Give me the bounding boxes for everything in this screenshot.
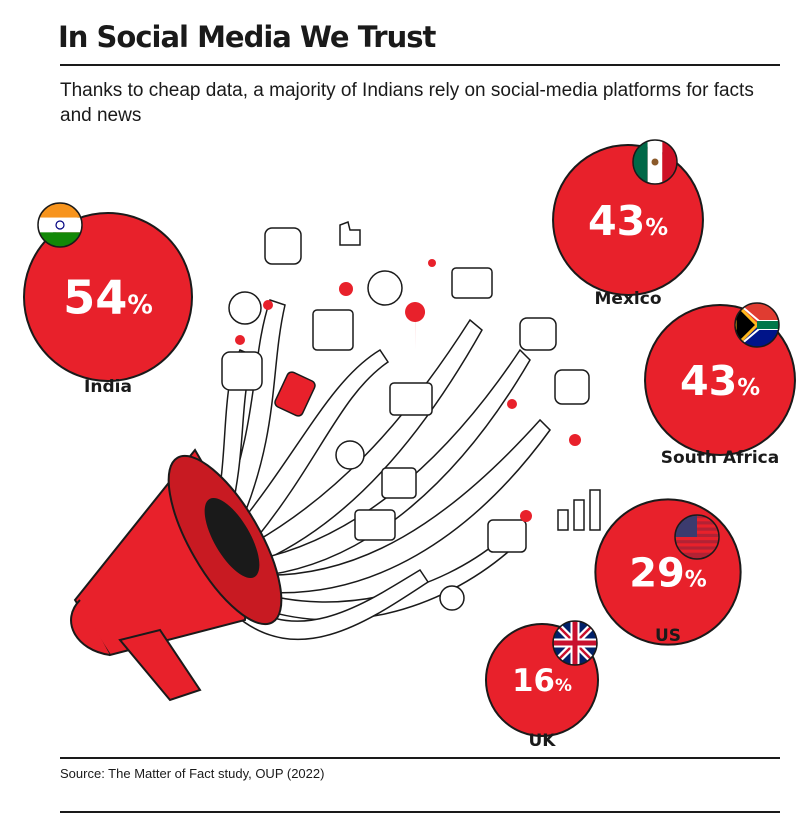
country-label: UK (529, 731, 557, 751)
location-pin-icon (405, 302, 426, 350)
country-label: India (84, 377, 132, 397)
uk-flag-icon (552, 620, 598, 666)
skype-icon (335, 440, 365, 470)
whatsapp-icon (367, 270, 403, 306)
bubble-uk: 16% UK (484, 620, 600, 751)
megaphone-illustration (70, 221, 601, 702)
bar-growth-icon (557, 489, 601, 531)
mexico-flag-icon (632, 139, 678, 185)
facebook-icon (264, 227, 302, 265)
footer-divider-top (60, 757, 780, 759)
india-flag-icon (37, 202, 83, 248)
value-label: 16% (512, 663, 572, 699)
email-icon (354, 509, 396, 541)
page-title: In Social Media We Trust (58, 20, 436, 54)
chat-bubble-icon (389, 382, 433, 416)
value-label: 43% (680, 357, 760, 405)
bubble-south-africa: 43% South Africa (644, 302, 796, 468)
value-label: 29% (629, 550, 707, 596)
south-africa-flag-icon (734, 302, 780, 348)
source-note: Source: The Matter of Fact study, OUP (2… (60, 766, 325, 781)
country-label: Mexico (595, 289, 662, 309)
value-label: 43% (588, 197, 668, 245)
footer-divider-bottom (60, 811, 780, 813)
chat-bubble-icon (312, 309, 354, 351)
thumbs-up-icon (339, 221, 361, 246)
google-plus-icon (439, 585, 465, 611)
subtitle: Thanks to cheap data, a majority of Indi… (60, 80, 754, 126)
title-divider (60, 64, 780, 66)
megaphone-small-icon (381, 467, 417, 499)
instagram-icon (221, 351, 263, 391)
email-icon (451, 267, 493, 299)
notification-icon (487, 519, 527, 553)
bubble-us: 29% US (594, 498, 742, 646)
bubble-chart: 54% India 43% Mexico 43% South Africa 29% US 16%… (23, 139, 796, 751)
bubble-india: 54% India (23, 202, 193, 397)
country-label: South Africa (661, 448, 780, 468)
value-label: 54% (63, 271, 153, 325)
phone-icon (274, 371, 316, 417)
bubble-circle (23, 212, 193, 382)
video-play-icon (519, 317, 557, 351)
bubble-circle (552, 144, 704, 296)
facebook-icon (554, 369, 590, 405)
bubble-mexico: 43% Mexico (552, 139, 704, 309)
country-label: US (655, 626, 681, 646)
globe-icon (228, 291, 262, 325)
